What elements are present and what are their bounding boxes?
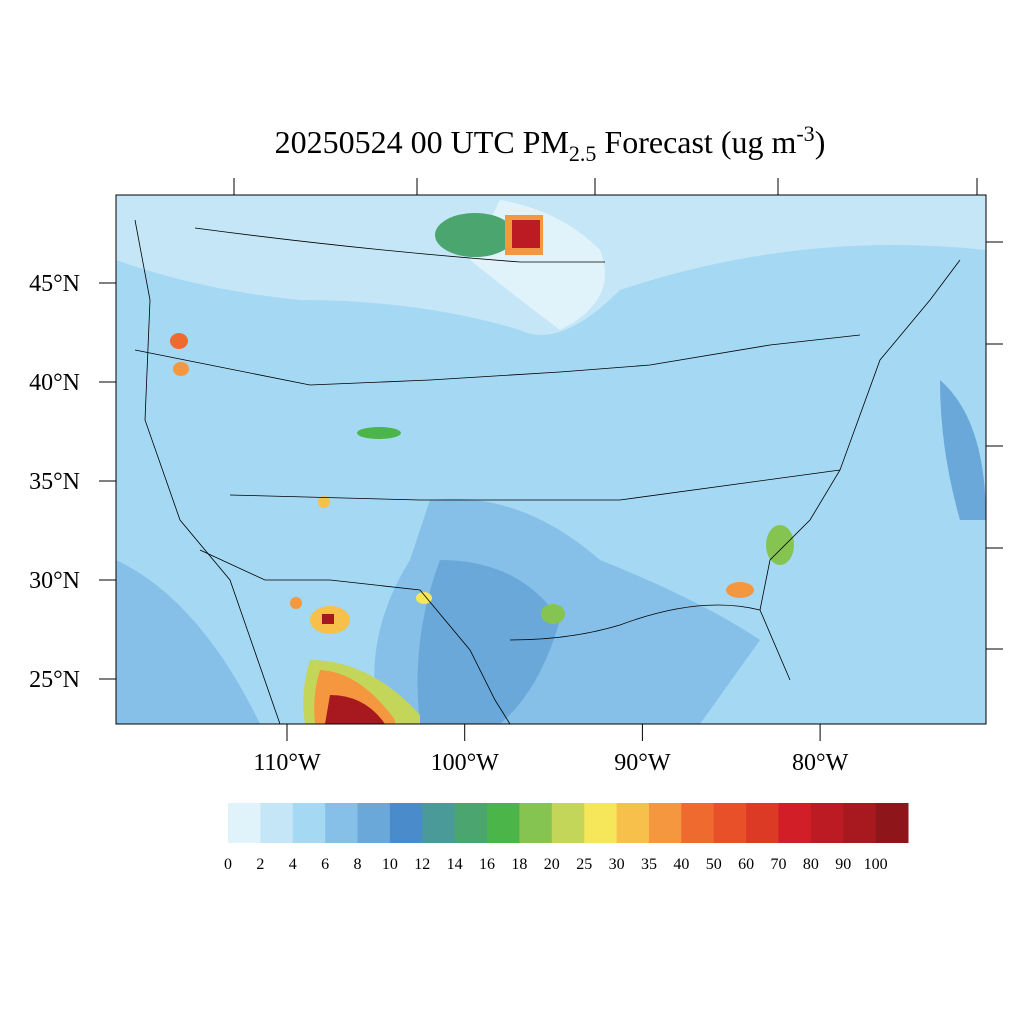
lon-label: 110°W bbox=[253, 750, 321, 776]
colorbar-label: 6 bbox=[321, 856, 329, 873]
map bbox=[115, 178, 1003, 725]
title: 20250524 00 UTC PM2.5 Forecast (ug m-3) bbox=[275, 121, 826, 166]
colorbar-box bbox=[648, 803, 682, 843]
plume bbox=[318, 496, 330, 508]
colorbar-box bbox=[810, 803, 844, 843]
title-mid: Forecast (ug m bbox=[596, 124, 796, 160]
colorbar-label: 35 bbox=[641, 856, 657, 873]
colorbar-label: 80 bbox=[803, 856, 819, 873]
colorbar-label: 0 bbox=[224, 856, 232, 873]
field-mid bbox=[116, 560, 260, 724]
border bbox=[199, 549, 511, 725]
colorbar-box bbox=[260, 803, 294, 843]
map-frame bbox=[115, 194, 987, 725]
colorbar-label: 12 bbox=[414, 856, 430, 873]
plume bbox=[357, 427, 401, 439]
plume bbox=[766, 525, 794, 565]
colorbar-box bbox=[389, 803, 423, 843]
boundaries bbox=[134, 219, 961, 725]
plume bbox=[726, 582, 754, 598]
colorbar-label: 16 bbox=[479, 856, 495, 873]
colorbar-label: 25 bbox=[576, 856, 592, 873]
colorbar-box bbox=[875, 803, 909, 843]
plume bbox=[435, 213, 515, 257]
lat-label: 25°N bbox=[29, 667, 80, 693]
colorbar-box bbox=[584, 803, 618, 843]
colorbar-box bbox=[487, 803, 520, 843]
colorbar-box bbox=[422, 803, 456, 843]
colorbar-box bbox=[616, 803, 650, 843]
border bbox=[229, 469, 841, 501]
colorbar-label: 90 bbox=[835, 856, 851, 873]
plume bbox=[173, 362, 189, 376]
border bbox=[194, 227, 605, 263]
plume bbox=[290, 597, 302, 609]
lon-label: 80°W bbox=[792, 750, 849, 776]
lat-label: 30°N bbox=[29, 568, 80, 594]
plume bbox=[322, 614, 334, 624]
lon-label: 90°W bbox=[614, 750, 671, 776]
colorbar-label: 4 bbox=[289, 856, 297, 873]
plume bbox=[541, 604, 565, 624]
colorbar-box bbox=[681, 803, 715, 843]
colorbar-label: 14 bbox=[447, 856, 463, 873]
plume bbox=[325, 695, 385, 724]
axes: 45°N 40°N 35°N 30°N 25°N 110°W 100°W 90°W 80°W bbox=[29, 271, 849, 776]
field-dark bbox=[417, 560, 560, 724]
colorbar-box bbox=[519, 803, 553, 843]
lat-label: 40°N bbox=[29, 370, 80, 396]
title-sup: -3 bbox=[796, 121, 814, 146]
colorbar-label: 50 bbox=[706, 856, 722, 873]
colorbar-box bbox=[713, 803, 747, 843]
colorbar-label: 40 bbox=[673, 856, 689, 873]
colorbar: 0 2 4 6 8 10 12 14 16 18 20 25 30 35 40 50 60 70 80 90 100 bbox=[224, 803, 909, 873]
colorbar-label: 18 bbox=[511, 856, 527, 873]
title-sub: 2.5 bbox=[569, 141, 597, 166]
field-dark bbox=[940, 380, 986, 520]
colorbar-box bbox=[551, 803, 585, 843]
colorbar-box bbox=[325, 803, 359, 843]
border bbox=[134, 334, 861, 386]
colorbar-label: 2 bbox=[256, 856, 264, 873]
title-end: ) bbox=[815, 124, 826, 160]
frame-ticks bbox=[233, 178, 1003, 650]
coast bbox=[509, 604, 791, 681]
coast bbox=[759, 259, 961, 611]
title-main: 20250524 00 UTC PM bbox=[275, 124, 569, 160]
colorbar-box bbox=[292, 803, 326, 843]
colorbar-label: 8 bbox=[354, 856, 362, 873]
colorbar-box bbox=[228, 803, 261, 843]
lat-label: 45°N bbox=[29, 271, 80, 297]
colorbar-label: 70 bbox=[770, 856, 786, 873]
lat-label: 35°N bbox=[29, 469, 80, 495]
colorbar-box bbox=[843, 803, 877, 843]
plume bbox=[416, 592, 432, 604]
lon-label: 100°W bbox=[431, 750, 500, 776]
coast bbox=[134, 219, 281, 725]
plume bbox=[170, 333, 188, 349]
colorbar-box bbox=[357, 803, 391, 843]
colorbar-label: 20 bbox=[544, 856, 560, 873]
colorbar-box bbox=[778, 803, 812, 843]
colorbar-box bbox=[454, 803, 488, 843]
colorbar-label: 30 bbox=[609, 856, 625, 873]
plume bbox=[512, 220, 540, 248]
colorbar-label: 10 bbox=[382, 856, 398, 873]
colorbar-box bbox=[746, 803, 779, 843]
colorbar-label: 60 bbox=[738, 856, 754, 873]
colorbar-label: 100 bbox=[864, 856, 888, 873]
